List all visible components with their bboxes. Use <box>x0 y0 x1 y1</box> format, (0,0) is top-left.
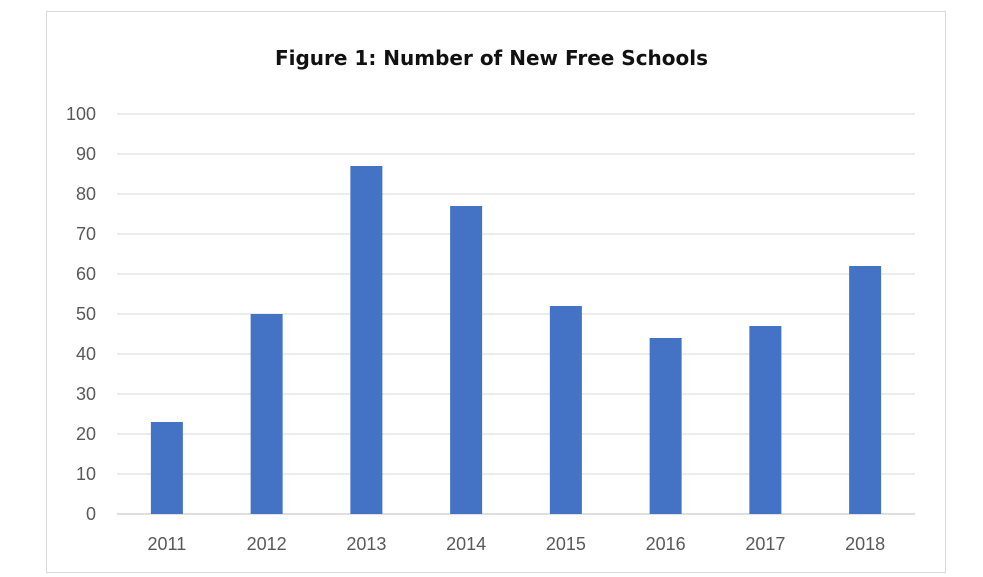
bar <box>150 422 183 514</box>
bar <box>250 314 283 514</box>
y-tick-label: 100 <box>66 104 96 124</box>
bar <box>849 266 882 514</box>
y-tick-label: 40 <box>76 344 96 364</box>
y-tick-label: 50 <box>76 304 96 324</box>
chart-frame <box>46 11 946 573</box>
y-tick-label: 30 <box>76 384 96 404</box>
y-axis-ticks: 0 10 20 30 40 50 60 70 80 90 100 <box>66 104 96 524</box>
bar <box>649 338 682 514</box>
bar <box>749 326 782 514</box>
x-tick-label: 2018 <box>845 534 885 554</box>
bar <box>549 306 582 514</box>
x-tick-label: 2014 <box>446 534 486 554</box>
x-tick-label: 2012 <box>247 534 287 554</box>
x-tick-label: 2015 <box>546 534 586 554</box>
y-tick-label: 90 <box>76 144 96 164</box>
x-tick-label: 2011 <box>148 534 187 554</box>
y-tick-label: 0 <box>86 504 96 524</box>
x-tick-label: 2017 <box>745 534 785 554</box>
gridlines <box>117 113 915 515</box>
y-tick-label: 70 <box>76 224 96 244</box>
bar <box>450 206 483 514</box>
bar <box>350 166 383 514</box>
y-tick-label: 60 <box>76 264 96 284</box>
bars <box>150 166 882 514</box>
y-tick-label: 20 <box>76 424 96 444</box>
x-tick-label: 2013 <box>346 534 386 554</box>
x-axis-ticks: 2011 2012 2013 2014 2015 2016 2017 2018 <box>148 534 886 554</box>
chart-title: Figure 1: Number of New Free Schools <box>274 46 709 70</box>
y-tick-label: 10 <box>76 464 96 484</box>
y-tick-label: 80 <box>76 184 96 204</box>
x-tick-label: 2016 <box>646 534 686 554</box>
